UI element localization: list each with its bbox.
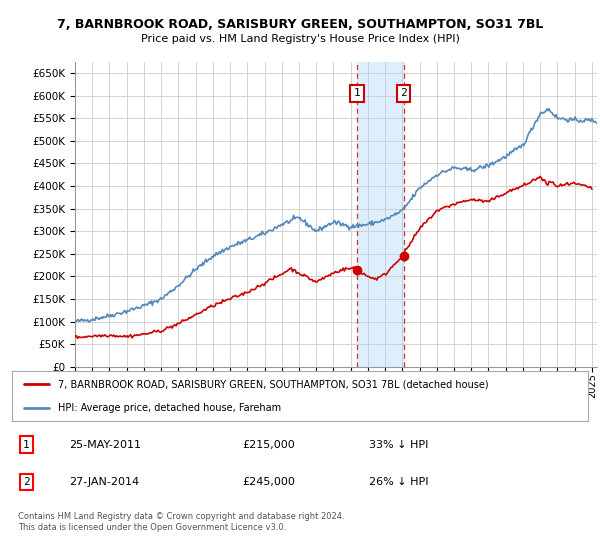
- Text: 33% ↓ HPI: 33% ↓ HPI: [369, 440, 428, 450]
- Text: HPI: Average price, detached house, Fareham: HPI: Average price, detached house, Fare…: [58, 403, 281, 413]
- Bar: [357, 62, 404, 367]
- Text: 7, BARNBROOK ROAD, SARISBURY GREEN, SOUTHAMPTON, SO31 7BL: 7, BARNBROOK ROAD, SARISBURY GREEN, SOUT…: [57, 18, 543, 31]
- Text: 7, BARNBROOK ROAD, SARISBURY GREEN, SOUTHAMPTON, SO31 7BL (detached house): 7, BARNBROOK ROAD, SARISBURY GREEN, SOUT…: [58, 379, 489, 389]
- Text: 2: 2: [400, 88, 407, 98]
- Text: 1: 1: [23, 440, 30, 450]
- Text: 27-JAN-2014: 27-JAN-2014: [70, 477, 140, 487]
- Text: Price paid vs. HM Land Registry's House Price Index (HPI): Price paid vs. HM Land Registry's House …: [140, 34, 460, 44]
- Text: £245,000: £245,000: [242, 477, 295, 487]
- Text: 2: 2: [23, 477, 30, 487]
- Text: Contains HM Land Registry data © Crown copyright and database right 2024.
This d: Contains HM Land Registry data © Crown c…: [18, 512, 344, 532]
- Text: 1: 1: [354, 88, 361, 98]
- Text: £215,000: £215,000: [242, 440, 295, 450]
- Text: 25-MAY-2011: 25-MAY-2011: [70, 440, 142, 450]
- Text: 26% ↓ HPI: 26% ↓ HPI: [369, 477, 428, 487]
